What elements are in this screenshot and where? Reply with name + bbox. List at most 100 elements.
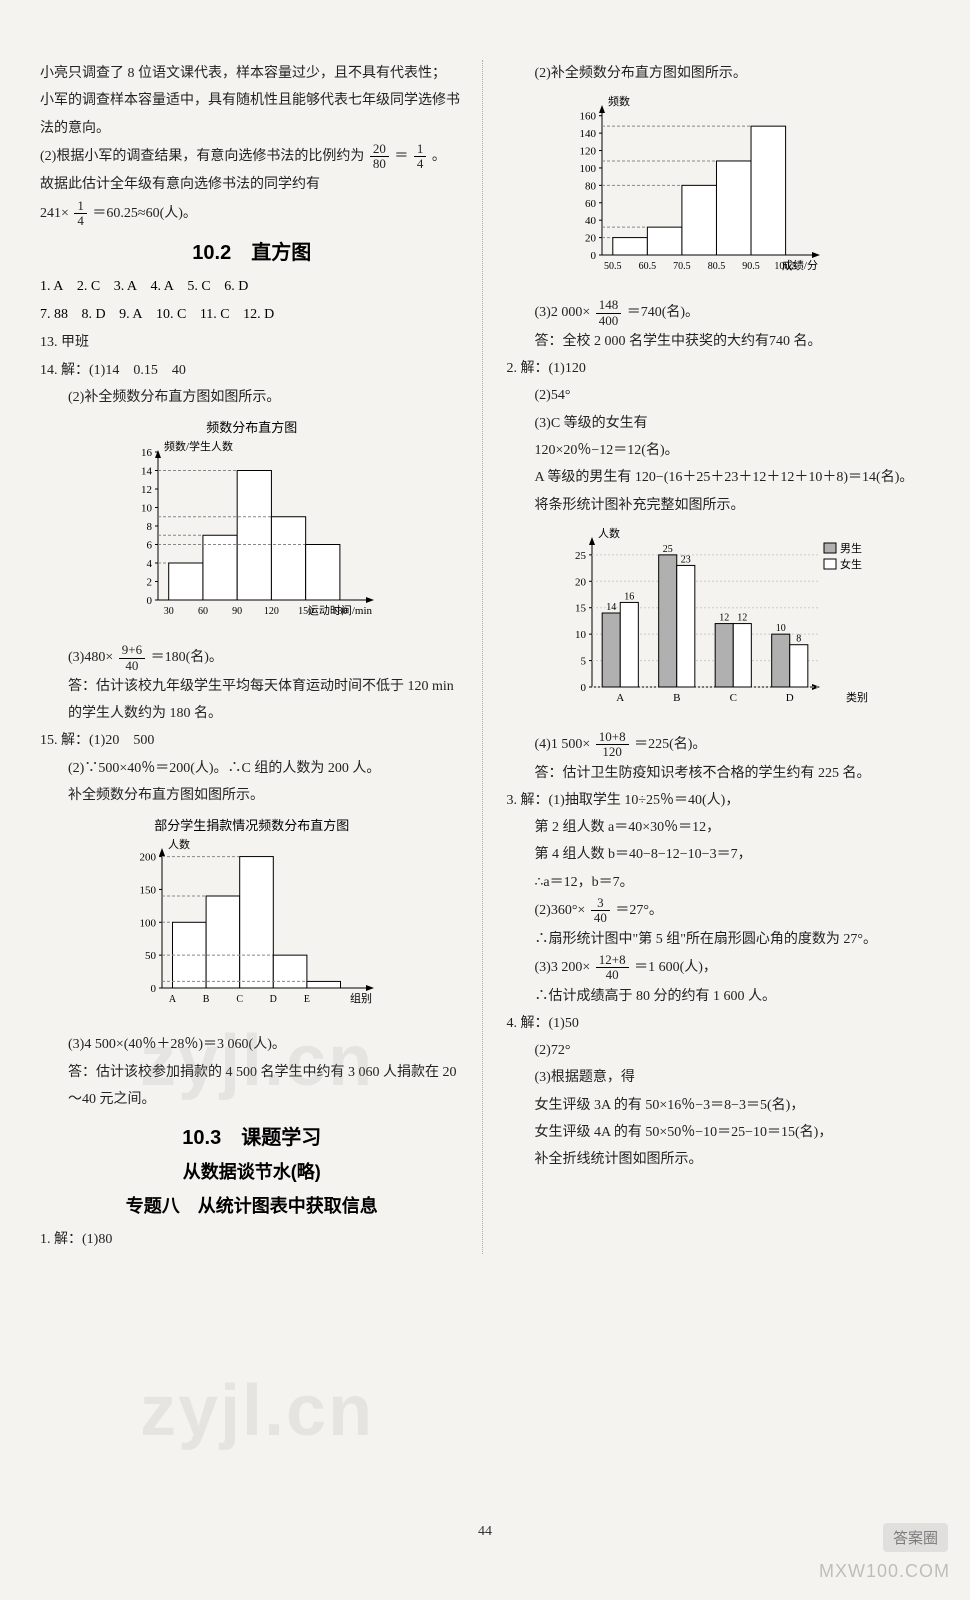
svg-text:0: 0 <box>150 983 156 995</box>
text: ＝740(名)。 <box>627 305 699 320</box>
ans: 10. C <box>156 307 186 322</box>
text: (2)根据小军的调查结果，有意向选修书法的比例约为 <box>40 149 364 164</box>
para: ∴估计成绩高于 80 分的约有 1 600 人。 <box>507 983 931 1010</box>
two-column-layout: 小亮只调查了 8 位语文课代表，样本容量过少，且不具有代表性； 小军的调查样本容… <box>40 60 930 1254</box>
fraction: 9+640 <box>119 643 145 673</box>
text: (3)480× <box>68 650 113 665</box>
svg-text:15: 15 <box>575 603 587 615</box>
fraction: 340 <box>591 896 610 926</box>
para: 女生评级 4A 的有 50×50％−10＝25−10＝15(名)， <box>507 1119 931 1146</box>
svg-text:组别: 组别 <box>350 991 372 1005</box>
text: ＝27°。 <box>615 903 663 918</box>
svg-text:0: 0 <box>581 682 587 694</box>
svg-text:20: 20 <box>585 233 597 245</box>
chart-grouped-bar: 05101520251416A2523B1212C108D人数类别男生女生 <box>507 525 931 720</box>
ans: 3. A <box>114 279 137 294</box>
para: (2)∵500×40％＝200(人)。∴C 组的人数为 200 人。 <box>40 755 464 782</box>
footer-badge: 答案圈 <box>883 1523 948 1552</box>
svg-text:140: 140 <box>580 128 597 140</box>
svg-text:50.5: 50.5 <box>604 261 622 272</box>
svg-text:100: 100 <box>580 163 597 175</box>
para: (2)补全频数分布直方图如图所示。 <box>507 60 931 87</box>
q2-head: 2. 解：(1)120 <box>507 355 931 382</box>
para: (3)480× 9+640 ＝180(名)。 <box>40 643 464 673</box>
svg-text:60: 60 <box>585 198 597 210</box>
ans: 9. A <box>119 307 142 322</box>
para: 女生评级 3A 的有 50×16％−3＝8−3＝5(名)， <box>507 1092 931 1119</box>
svg-text:E: E <box>304 994 310 1005</box>
chart-title: 频数分布直方图 <box>40 417 464 436</box>
svg-text:90: 90 <box>232 606 242 617</box>
chart-histogram-3: 02040608010012014016050.560.570.580.590.… <box>507 93 931 288</box>
para: 第 4 组人数 b＝40−8−12−10−3＝7， <box>507 841 931 868</box>
text: (2)360°× <box>535 903 586 918</box>
svg-text:12: 12 <box>738 613 748 624</box>
para: ∴扇形统计图中"第 5 组"所在扇形圆心角的度数为 27°。 <box>507 926 931 953</box>
text: 。 <box>432 149 446 164</box>
svg-text:类别: 类别 <box>846 690 868 704</box>
para: (3)C 等级的女生有 <box>507 410 931 437</box>
fraction: 14 <box>414 142 427 172</box>
svg-text:6: 6 <box>146 540 152 552</box>
ans: 2. C <box>77 279 100 294</box>
section-title: 10.3 课题学习 <box>40 1121 464 1150</box>
svg-text:25: 25 <box>663 544 673 555</box>
ans: 5. C <box>187 279 210 294</box>
ans: 1. A <box>40 279 63 294</box>
para: 答：估计该校九年级学生平均每天体育运动时间不低于 120 min 的学生人数约为… <box>40 673 464 728</box>
svg-text:成绩/分: 成绩/分 <box>782 259 818 272</box>
svg-text:100: 100 <box>139 918 156 930</box>
svg-text:男生: 男生 <box>840 541 862 555</box>
chart-histogram-2: 部分学生捐款情况频数分布直方图 050100150200ABCDE人数组别 <box>40 815 464 1021</box>
right-column: (2)补全频数分布直方图如图所示。 0204060801001201401605… <box>503 60 931 1254</box>
para: (3)根据题意，得 <box>507 1064 931 1091</box>
section-title: 10.2 直方图 <box>40 236 464 265</box>
ans: 11. C <box>200 307 230 322</box>
fraction: 10+8120 <box>596 730 629 760</box>
text: (3)2 000× <box>535 305 591 320</box>
q4-head: 4. 解：(1)50 <box>507 1010 931 1037</box>
para: 答：估计该校参加捐款的 4 500 名学生中约有 3 060 人捐款在 20～4… <box>40 1059 464 1114</box>
svg-text:20: 20 <box>575 576 587 588</box>
svg-text:200: 200 <box>139 852 156 864</box>
svg-text:80: 80 <box>585 181 597 193</box>
para: (2)360°× 340 ＝27°。 <box>507 896 931 926</box>
page-number: 44 <box>478 1524 492 1540</box>
svg-text:16: 16 <box>141 447 153 459</box>
svg-text:120: 120 <box>580 146 597 158</box>
text: 241× <box>40 206 69 221</box>
para: (4)1 500× 10+8120 ＝225(名)。 <box>507 730 931 760</box>
fraction: 148400 <box>596 298 622 328</box>
svg-text:频数/学生人数: 频数/学生人数 <box>164 439 233 453</box>
svg-text:D: D <box>786 692 794 704</box>
section-subtitle: 从数据谈节水(略) <box>40 1158 464 1184</box>
answer-row: 1. A 2. C 3. A 4. A 5. C 6. D <box>40 273 464 301</box>
svg-text:10: 10 <box>575 629 587 641</box>
para: A 等级的男生有 120−(16＋25＋23＋12＋12＋10＋8)＝14(名)… <box>507 464 931 491</box>
para: 补全折线统计图如图所示。 <box>507 1146 931 1173</box>
svg-text:90.5: 90.5 <box>743 261 761 272</box>
svg-text:80.5: 80.5 <box>708 261 726 272</box>
svg-text:4: 4 <box>146 558 152 570</box>
ans: 13. 甲班 <box>40 329 464 356</box>
para: 120×20％−12＝12(名)。 <box>507 437 931 464</box>
ans: 7. 88 <box>40 307 68 322</box>
svg-text:女生: 女生 <box>840 557 862 571</box>
topic-title: 专题八 从统计图表中获取信息 <box>40 1192 464 1218</box>
q3-head: 3. 解：(1)抽取学生 10÷25％＝40(人)， <box>507 787 931 814</box>
para: 将条形统计图补充完整如图所示。 <box>507 492 931 519</box>
svg-text:10: 10 <box>776 623 786 634</box>
para: (2)54° <box>507 382 931 409</box>
para: (2)根据小军的调查结果，有意向选修书法的比例约为 2080 ＝ 14 。 <box>40 142 464 172</box>
svg-text:2: 2 <box>146 577 152 589</box>
svg-text:人数: 人数 <box>598 527 620 540</box>
svg-text:人数: 人数 <box>168 838 190 851</box>
svg-text:D: D <box>269 994 276 1005</box>
chart-svg: 05101520251416A2523B1212C108D人数类别男生女生 <box>548 525 888 715</box>
svg-text:50: 50 <box>145 950 157 962</box>
ans: 6. D <box>224 279 248 294</box>
chart-svg: 050100150200ABCDE人数组别 <box>122 836 382 1016</box>
svg-text:0: 0 <box>146 595 152 607</box>
para: 第 2 组人数 a＝40×30％＝12， <box>507 814 931 841</box>
q14-head: 14. 解：(1)14 0.15 40 <box>40 357 464 384</box>
